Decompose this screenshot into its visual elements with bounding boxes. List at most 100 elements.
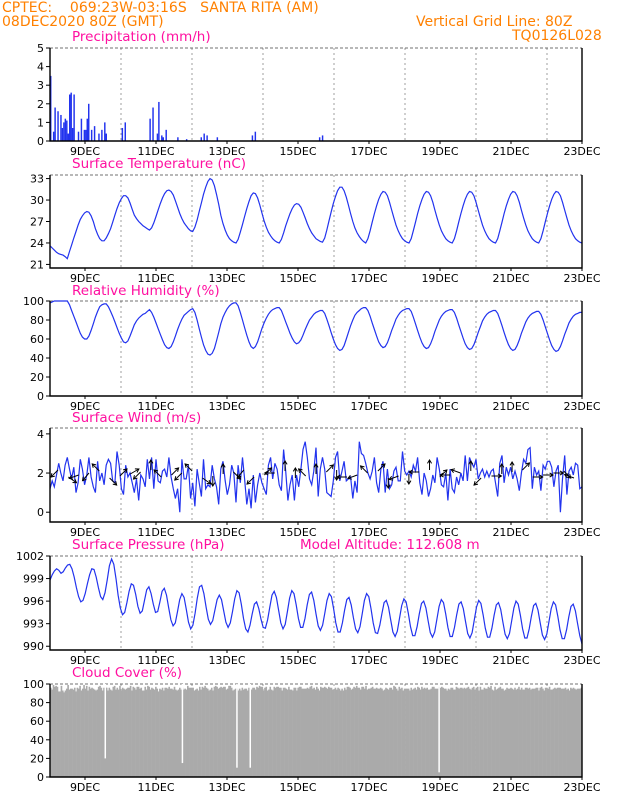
cloud-cover-bar (462, 688, 464, 777)
cloud-cover-bar (439, 687, 442, 777)
surface-wind-wind-arrowhead (509, 461, 515, 466)
cloud-cover-bar (151, 687, 153, 777)
cloud-cover-bar (374, 688, 377, 777)
surface-pressure-annotation: Model Altitude: 112.608 m (300, 537, 480, 553)
cloud-cover-bar (121, 687, 124, 777)
cloud-cover-bar (298, 686, 301, 777)
cloud-cover-bar (87, 690, 89, 777)
cloud-cover-bar (427, 689, 430, 777)
cloud-cover-bar (238, 688, 241, 777)
cloud-cover-bar (79, 685, 81, 777)
precipitation-bar (61, 127, 64, 141)
precipitation-bar (83, 129, 86, 141)
cloud-cover-bar (304, 688, 306, 777)
cloud-cover-bar (357, 687, 359, 777)
surface-wind-xtick-label: 17DEC (350, 526, 387, 539)
cloud-cover-bar (91, 687, 93, 777)
cloud-cover-bar (155, 686, 157, 777)
cloud-cover-bar (362, 686, 365, 777)
cloud-cover-bar (297, 687, 300, 777)
precipitation-bar (85, 129, 87, 141)
precipitation-bar (165, 129, 167, 141)
cloud-cover-bar (445, 688, 447, 777)
cloud-cover-bar (240, 690, 242, 777)
surface-wind-wind-arrow (522, 462, 530, 471)
precipitation-xtick-label: 19DEC (421, 145, 458, 158)
cloud-cover-bar (443, 688, 446, 777)
cloud-cover-ytick-label: 60 (30, 715, 44, 728)
surface-wind-wind-arrowhead (134, 468, 140, 473)
cloud-cover-bar (504, 689, 507, 777)
surface-wind-wind-arrow (377, 463, 386, 472)
cloud-cover-bar (325, 687, 327, 777)
cloud-cover-bar (413, 688, 415, 777)
cloud-cover-bar (217, 688, 220, 777)
precipitation-xtick-label: 15DEC (279, 145, 316, 158)
relative-humidity-xtick-label: 17DEC (350, 400, 387, 413)
cloud-cover-bar (574, 688, 576, 777)
cloud-cover-bar (472, 686, 475, 777)
cloud-cover-bar (308, 688, 310, 777)
cloud-cover-bar (398, 686, 401, 777)
header-location: CPTEC: 069:23W-03:16S SANTA RITA (AM) (2, 0, 319, 16)
surface-wind-wind-arrow (109, 477, 118, 486)
cloud-cover-bar (564, 687, 567, 777)
cloud-cover-bar (177, 689, 180, 777)
relative-humidity-ytick-label: 60 (30, 333, 44, 346)
cloud-cover-gap (438, 684, 440, 773)
surface-temperature-xtick-label: 23DEC (563, 272, 600, 285)
cloud-cover-bar (538, 690, 540, 777)
cloud-cover-bar (572, 687, 575, 777)
cloud-cover-bar (562, 688, 564, 777)
surface-wind-wind-arrowhead (263, 470, 269, 476)
surface-pressure-frame (49, 556, 583, 651)
cloud-cover-bar (245, 688, 248, 777)
cloud-cover-bar (471, 687, 474, 777)
cloud-cover-bar (338, 688, 341, 777)
cloud-cover-bar (161, 687, 164, 777)
surface-wind-wind-arrow (119, 468, 128, 477)
cloud-cover-bar (327, 686, 330, 777)
cloud-cover-bar (526, 687, 528, 777)
surface-wind-wind-arrow (233, 471, 241, 480)
cloud-cover-bar (558, 687, 560, 777)
precipitation-bar (200, 137, 202, 141)
surface-pressure-line (49, 557, 583, 645)
precipitation-bar (52, 131, 55, 141)
cloud-cover-bar (353, 686, 355, 777)
precipitation-ytick-label: 1 (37, 116, 44, 129)
surface-wind-line (49, 441, 583, 513)
surface-pressure-ytick-label: 999 (23, 573, 44, 586)
cloud-cover-bar (214, 685, 217, 777)
surface-wind-wind-arrowhead (497, 473, 503, 479)
surface-wind-wind-arrowhead (206, 479, 212, 485)
cloud-cover-ytick-label: 80 (30, 697, 44, 710)
precipitation-bar (121, 127, 124, 141)
surface-pressure-xtick-label: 13DEC (208, 654, 245, 667)
cloud-cover-bar (88, 686, 91, 777)
cloud-cover-bar (233, 689, 236, 777)
precipitation-bar (152, 107, 154, 141)
surface-wind-wind-arrow (174, 472, 183, 481)
cloud-cover-bar (144, 686, 147, 777)
cloud-cover-bar (96, 689, 99, 777)
cloud-cover-bar (276, 686, 278, 777)
cloud-cover-bar (528, 687, 531, 777)
surface-wind-wind-arrowhead (81, 476, 87, 482)
surface-pressure-xtick-label: 11DEC (137, 654, 174, 667)
cloud-cover-bar (334, 687, 337, 777)
cloud-cover-bar (309, 686, 311, 777)
cloud-cover-bar (272, 690, 274, 777)
cloud-cover-bar (128, 687, 131, 777)
surface-wind-xtick-label: 21DEC (492, 526, 529, 539)
cloud-cover-bar (312, 688, 314, 777)
cloud-cover-bar (520, 687, 523, 777)
cloud-cover-bar (482, 689, 484, 777)
precipitation-bar (101, 129, 103, 141)
cloud-cover-bar (260, 686, 262, 777)
cloud-cover-bar (300, 686, 302, 777)
surface-wind-wind-arrow (202, 477, 211, 485)
precipitation-title: Precipitation (mm/h) (72, 29, 211, 45)
surface-wind-wind-arrowhead (122, 468, 128, 473)
